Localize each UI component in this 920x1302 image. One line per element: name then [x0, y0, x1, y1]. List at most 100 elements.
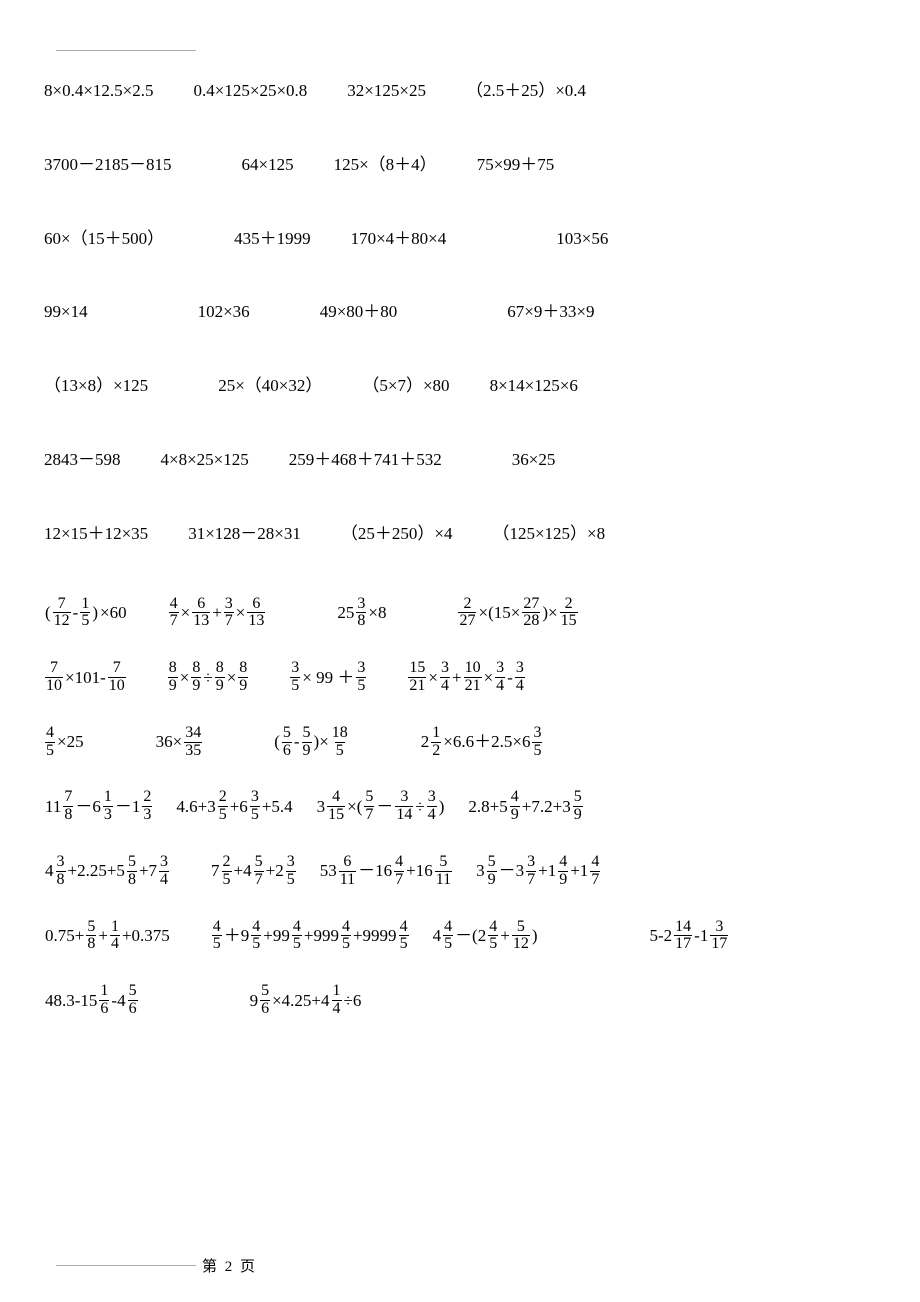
- fraction-numerator: 4: [45, 725, 55, 742]
- fraction: 49: [510, 789, 520, 824]
- expression-cell: 359－337+149+147: [475, 854, 601, 889]
- fraction-numerator: 5: [254, 854, 264, 871]
- fraction: 35: [532, 725, 542, 760]
- fraction-numerator: 3: [495, 660, 505, 677]
- fraction-numerator: 3: [427, 789, 437, 806]
- expression-cell: 4×8×25×125: [161, 448, 249, 472]
- expression-row: 8×0.4×12.5×2.50.4×125×25×0.832×125×25（2.…: [44, 79, 880, 103]
- fraction-denominator: 8: [356, 612, 366, 630]
- fraction-denominator: 21: [464, 677, 482, 695]
- fraction-numerator: 5: [516, 919, 526, 936]
- fraction: 35: [250, 789, 260, 824]
- fraction-denominator: 5: [292, 935, 302, 953]
- fraction-denominator: 12: [53, 612, 71, 630]
- expression-text: 48.3-15: [44, 989, 98, 1013]
- fraction-denominator: 13: [192, 612, 210, 630]
- fraction: 45: [399, 919, 409, 954]
- fraction: 14: [110, 919, 120, 954]
- expression-text: ×: [180, 601, 192, 625]
- expression-cell: 53611－1647+16511: [319, 854, 453, 889]
- fraction-numerator: 3: [532, 725, 542, 742]
- fraction-denominator: 3: [142, 806, 152, 824]
- fraction-numerator: 7: [63, 789, 73, 806]
- fraction-denominator: 7: [224, 612, 234, 630]
- expression-row: 45×2536×3435( 56- 59)×185212×6.6＋2.5×635: [44, 725, 880, 760]
- expression-text: 11: [44, 795, 62, 819]
- fraction: 512: [512, 919, 530, 954]
- expression-row: （13×8）×12525×（40×32）（5×7）×808×14×125×6: [44, 374, 880, 398]
- fraction: 56: [260, 983, 270, 1018]
- fraction-denominator: 11: [435, 871, 452, 889]
- fraction: 34: [495, 660, 505, 695]
- fraction-denominator: 4: [515, 677, 525, 695]
- expression-text: -1: [693, 924, 709, 948]
- fraction-numerator: 5: [487, 854, 497, 871]
- expression-cell: 47×613+37×613: [168, 596, 267, 631]
- expression-cell: 60×（15＋500）: [44, 227, 164, 251]
- expression-text: -: [293, 730, 301, 754]
- fraction-numerator: 8: [191, 660, 201, 677]
- expression-cell: 8×0.4×12.5×2.5: [44, 79, 154, 103]
- fraction-denominator: 8: [63, 806, 73, 824]
- expression-cell: 99×14: [44, 300, 88, 324]
- fraction: 37: [526, 854, 536, 889]
- expression-text: ×(15×: [477, 601, 521, 625]
- fraction: 89: [215, 660, 225, 695]
- fraction-denominator: 6: [128, 1000, 138, 1018]
- expression-cell: 0.75+58+14+0.375: [44, 919, 171, 954]
- expression-cell: 212×6.6＋2.5×635: [420, 725, 544, 760]
- fraction-numerator: 4: [251, 919, 261, 936]
- fraction-denominator: 6: [282, 742, 292, 760]
- fraction: 227: [458, 596, 476, 631]
- expression-text: -: [506, 666, 514, 690]
- fraction-denominator: 4: [427, 806, 437, 824]
- expression-text: 53: [319, 859, 338, 883]
- fraction-denominator: 5: [45, 742, 55, 760]
- fraction-numerator: 4: [212, 919, 222, 936]
- expression-cell: （5×7）×80: [362, 374, 449, 398]
- expression-cell: 1521×34+ 1021×34- 34: [407, 660, 525, 695]
- fraction: 59: [573, 789, 583, 824]
- fraction-denominator: 7: [526, 871, 536, 889]
- fraction-numerator: 18: [331, 725, 349, 742]
- expression-text: +999: [303, 924, 340, 948]
- fraction: 58: [127, 854, 137, 889]
- expression-text: ): [91, 601, 99, 625]
- fraction: 1021: [464, 660, 482, 695]
- expression-text: × 99 ＋: [301, 666, 355, 690]
- expression-text: +16: [405, 859, 434, 883]
- fraction-denominator: 4: [332, 1000, 342, 1018]
- expression-text: (: [273, 730, 281, 754]
- expression-text: ×: [235, 601, 247, 625]
- fraction: 58: [86, 919, 96, 954]
- expression-cell: 0.4×125×25×0.8: [194, 79, 308, 103]
- fraction-denominator: 4: [495, 677, 505, 695]
- expression-cell: 35× 99 ＋35: [289, 660, 367, 695]
- fraction-denominator: 8: [127, 871, 137, 889]
- fraction-denominator: 5: [488, 935, 498, 953]
- fraction: 59: [302, 725, 312, 760]
- expression-cell: 49×80＋80: [320, 300, 398, 324]
- fraction-numerator: 2: [564, 596, 574, 613]
- fraction-numerator: 7: [49, 660, 59, 677]
- fraction: 613: [192, 596, 210, 631]
- fraction: 56: [282, 725, 292, 760]
- fraction-numerator: 1: [110, 919, 120, 936]
- fraction-denominator: 4: [159, 871, 169, 889]
- fraction-denominator: 9: [191, 677, 201, 695]
- fraction: 89: [168, 660, 178, 695]
- expression-cell: 2843－598: [44, 448, 121, 472]
- fraction: 38: [56, 854, 66, 889]
- expression-text: +1: [537, 859, 557, 883]
- expression-text: 2.8+5: [467, 795, 508, 819]
- fraction-numerator: 4: [399, 919, 409, 936]
- fraction-denominator: 9: [510, 806, 520, 824]
- fraction: 14: [332, 983, 342, 1018]
- fraction: 34: [427, 789, 437, 824]
- fraction-denominator: 5: [212, 935, 222, 953]
- expression-cell: 5-21417-1317: [649, 919, 730, 954]
- fraction-denominator: 5: [80, 612, 90, 630]
- expression-text: ×: [483, 666, 495, 690]
- expression-cell: （25＋250）×4: [341, 522, 453, 546]
- fraction: 89: [238, 660, 248, 695]
